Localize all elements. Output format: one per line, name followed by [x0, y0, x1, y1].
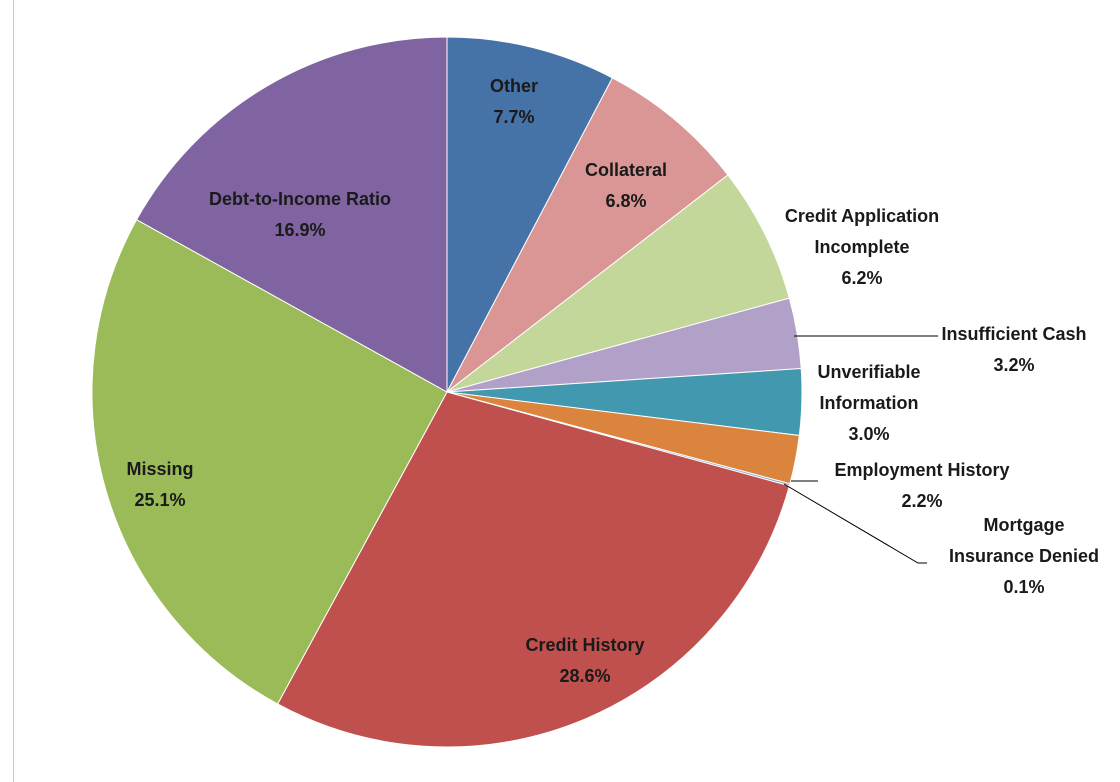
slice-category-label: Missing [126, 459, 193, 479]
pie-slices [91, 36, 803, 748]
leader-line-mortgage-insurance-denied [783, 483, 927, 564]
pie-slice-debt-to-income-ratio [135, 36, 448, 393]
slice-label-insufficient-cash: Insufficient Cash 3.2% [941, 324, 1086, 375]
slice-category-label: Information [820, 393, 919, 413]
chart-frame-edge [13, 0, 14, 782]
slice-labels: Other 7.7% Collateral 6.8% Credit Applicatio… [126, 76, 1099, 686]
slice-value-label: 3.2% [993, 355, 1034, 375]
slice-value-label: 6.2% [841, 268, 882, 288]
slice-label-missing: Missing 25.1% [126, 459, 193, 510]
slice-value-label: 6.8% [605, 191, 646, 211]
slice-value-label: 7.7% [493, 107, 534, 127]
slice-category-label: Credit Application [785, 206, 939, 226]
slice-category-label: Mortgage [984, 515, 1065, 535]
slice-category-label: Unverifiable [817, 362, 920, 382]
slice-value-label: 0.1% [1003, 577, 1044, 597]
slice-category-label: Incomplete [814, 237, 909, 257]
slice-label-other: Other 7.7% [490, 76, 538, 127]
slice-label-credit-history: Credit History 28.6% [525, 635, 644, 686]
pie-slice-collateral [446, 77, 729, 393]
slice-label-employment-history: Employment History 2.2% [834, 460, 1009, 511]
pie-slice-credit-history [276, 391, 790, 748]
slice-value-label: 25.1% [134, 490, 185, 510]
slice-label-mortgage-insurance-denied: Mortgage Insurance Denied 0.1% [949, 515, 1099, 597]
leader-lines [783, 335, 938, 564]
slice-category-label: Other [490, 76, 538, 96]
slice-value-label: 16.9% [274, 220, 325, 240]
slice-value-label: 28.6% [559, 666, 610, 686]
slice-category-label: Insurance Denied [949, 546, 1099, 566]
slice-category-label: Employment History [834, 460, 1009, 480]
slice-label-debt-to-income-ratio: Debt-to-Income Ratio 16.9% [209, 189, 391, 240]
slice-value-label: 3.0% [848, 424, 889, 444]
pie-slice-missing [91, 219, 448, 705]
slice-category-label: Collateral [585, 160, 667, 180]
slice-label-credit-application-incomplete: Credit Application Incomplete 6.2% [785, 206, 939, 288]
slice-category-label: Credit History [525, 635, 644, 655]
slice-category-label: Insufficient Cash [941, 324, 1086, 344]
slice-category-label: Debt-to-Income Ratio [209, 189, 391, 209]
slice-label-unverifiable-information: Unverifiable Information 3.0% [817, 362, 920, 444]
slice-value-label: 2.2% [901, 491, 942, 511]
pie-slice-credit-application-incomplete [446, 174, 790, 393]
pie-slice-other [446, 36, 614, 393]
slice-label-collateral: Collateral 6.8% [585, 160, 667, 211]
